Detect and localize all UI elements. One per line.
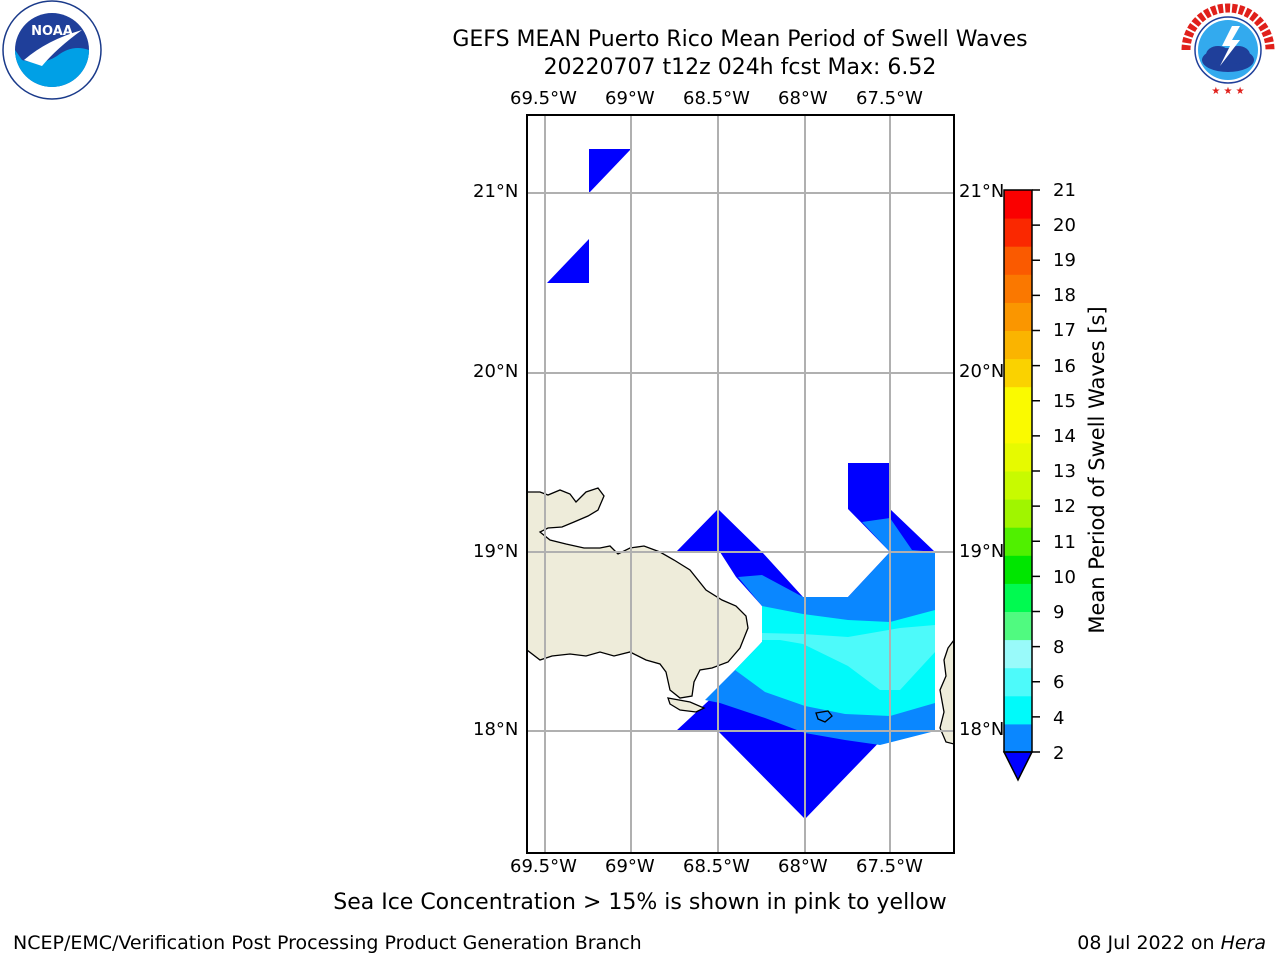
footer-date: 08 Jul 2022 on Hera <box>1077 932 1266 954</box>
colorbar-tick: 4 <box>1053 708 1065 729</box>
land-hispaniola <box>527 487 749 699</box>
colorbar-tick: 2 <box>1053 743 1065 764</box>
nws-logo: ★ ★ ★ <box>1178 0 1278 100</box>
colorbar-tick: 18 <box>1053 285 1076 306</box>
noaa-logo-text: NOAA <box>31 24 73 39</box>
colorbar-tick: 12 <box>1053 496 1076 517</box>
graticule <box>527 115 954 853</box>
colorbar-tick: 16 <box>1053 356 1076 377</box>
land-saona <box>667 697 706 713</box>
colorbar-tick: 20 <box>1053 215 1076 236</box>
lat-tick-left: 21°N <box>473 181 519 202</box>
colorbar-segment <box>1004 695 1032 725</box>
colorbar-tick: 11 <box>1053 532 1076 553</box>
colorbar-segment <box>1004 471 1032 500</box>
colorbar-tick: 6 <box>1053 672 1065 693</box>
lon-tick-top: 67.5°W <box>856 88 923 109</box>
land-puerto-rico <box>939 638 954 745</box>
colorbar-segment <box>1004 218 1032 247</box>
colorbar-segment <box>1004 555 1032 584</box>
colorbar <box>1002 189 1040 782</box>
colorbar-tick: 14 <box>1053 426 1076 447</box>
colorbar-tick: 15 <box>1053 391 1076 412</box>
land-mona <box>815 710 833 723</box>
lat-tick-left: 19°N <box>473 541 519 562</box>
lon-tick-bottom: 67.5°W <box>856 856 923 877</box>
colorbar-segment <box>1004 190 1032 219</box>
colorbar-tick: 9 <box>1053 602 1065 623</box>
colorbar-segment <box>1004 723 1032 753</box>
noaa-logo: NOAA <box>2 0 102 100</box>
lon-tick-top: 68°W <box>778 88 828 109</box>
colorbar-segment <box>1004 667 1032 697</box>
swell-region-lt2 <box>547 239 589 283</box>
lon-tick-bottom: 69°W <box>605 856 655 877</box>
colorbar-tick: 10 <box>1053 567 1076 588</box>
colorbar-segment <box>1004 414 1032 444</box>
colorbar-segment <box>1004 246 1032 275</box>
lon-tick-bottom: 68.5°W <box>683 856 750 877</box>
lon-tick-top: 69°W <box>605 88 655 109</box>
lat-tick-left: 18°N <box>473 719 519 740</box>
footer-date-text: 08 Jul 2022 on <box>1077 932 1221 954</box>
chart-title: GEFS MEAN Puerto Rico Mean Period of Swe… <box>452 27 1028 52</box>
colorbar-label: Mean Period of Swell Waves [s] <box>1085 306 1109 634</box>
colorbar-segment <box>1004 639 1032 669</box>
sea-ice-note: Sea Ice Concentration > 15% is shown in … <box>333 890 947 915</box>
colorbar-tick: 13 <box>1053 461 1076 482</box>
svg-text:★ ★ ★: ★ ★ ★ <box>1211 86 1244 97</box>
colorbar-extend-min <box>1002 751 1034 782</box>
lat-tick-right: 21°N <box>959 181 1005 202</box>
colorbar-segment <box>1004 302 1032 331</box>
colorbar-segment <box>1004 274 1032 303</box>
lat-tick-right: 18°N <box>959 719 1005 740</box>
footer-host: Hera <box>1220 932 1266 954</box>
colorbar-segment <box>1004 358 1032 388</box>
colorbar-segment <box>1004 583 1032 612</box>
lon-tick-top: 68.5°W <box>683 88 750 109</box>
colorbar-segment <box>1004 611 1032 641</box>
lat-tick-right: 19°N <box>959 541 1005 562</box>
footer-branch: NCEP/EMC/Verification Post Processing Pr… <box>13 932 642 954</box>
swell-region-lt2 <box>589 149 631 193</box>
colorbar-tick: 19 <box>1053 250 1076 271</box>
lon-tick-bottom: 69.5°W <box>510 856 577 877</box>
chart-subtitle: 20220707 t12z 024h fcst Max: 6.52 <box>543 55 937 80</box>
colorbar-tick: 8 <box>1053 637 1065 658</box>
colorbar-segment <box>1004 527 1032 556</box>
lat-tick-left: 20°N <box>473 361 519 382</box>
colorbar-tick: 17 <box>1053 320 1076 341</box>
lon-tick-bottom: 68°W <box>778 856 828 877</box>
colorbar-segment <box>1004 499 1032 528</box>
colorbar-segment <box>1004 442 1032 472</box>
colorbar-tick: 21 <box>1053 180 1076 201</box>
lon-tick-top: 69.5°W <box>510 88 577 109</box>
map-frame <box>526 114 955 854</box>
lat-tick-right: 20°N <box>959 361 1005 382</box>
colorbar-segment <box>1004 386 1032 416</box>
colorbar-segment <box>1004 330 1032 360</box>
